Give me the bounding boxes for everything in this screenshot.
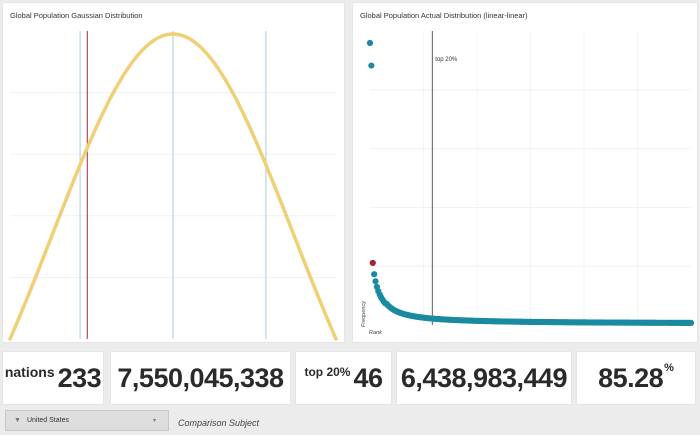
nations-value: 233	[57, 362, 102, 393]
filter-icon: ▼	[14, 417, 21, 424]
chevron-down-icon: ▾	[152, 418, 156, 424]
nation-point	[366, 39, 374, 47]
comparison-subject-caption: Comparison Subject	[178, 418, 260, 428]
top-share-value: 85.28	[598, 362, 664, 393]
total-population-card: 7,550,045,338	[111, 352, 290, 404]
top-share-unit: %	[664, 362, 674, 374]
highlighted-nation-point	[369, 259, 376, 267]
total-population-value: 7,550,045,338	[117, 362, 284, 393]
top-share-card: 85.28 %	[577, 352, 695, 404]
y-axis-label: Frequency	[361, 300, 367, 327]
gaussian-chart-title: Global Population Gaussian Distribution	[10, 11, 143, 20]
top-label: top 20%	[304, 365, 351, 379]
top-count-value: 46	[353, 362, 383, 393]
actual-distribution-panel: Global Population Actual Distribution (l…	[353, 3, 697, 342]
actual-distribution-title: Global Population Actual Distribution (l…	[360, 11, 528, 20]
nation-point	[371, 271, 378, 278]
nations-card: nations 233	[3, 352, 103, 404]
gaussian-curve	[8, 32, 338, 341]
nation-point	[372, 278, 379, 285]
comparison-subject-value: United States	[26, 417, 69, 424]
nation-point	[368, 62, 375, 69]
top-population-card: 6,438,983,449	[397, 352, 571, 404]
gaussian-chart	[8, 31, 338, 341]
gaussian-chart-panel: Global Population Gaussian Distribution	[3, 3, 344, 342]
nation-point	[687, 319, 695, 327]
top-population-value: 6,438,983,449	[400, 362, 568, 393]
x-axis-label: Rank	[369, 330, 382, 336]
comparison-subject-select[interactable]: ▼ United States ▾	[5, 410, 169, 431]
top-count-card: top 20% 46	[296, 352, 391, 404]
nations-label: nations	[4, 364, 55, 380]
top-20-annotation: top 20%	[435, 57, 458, 63]
